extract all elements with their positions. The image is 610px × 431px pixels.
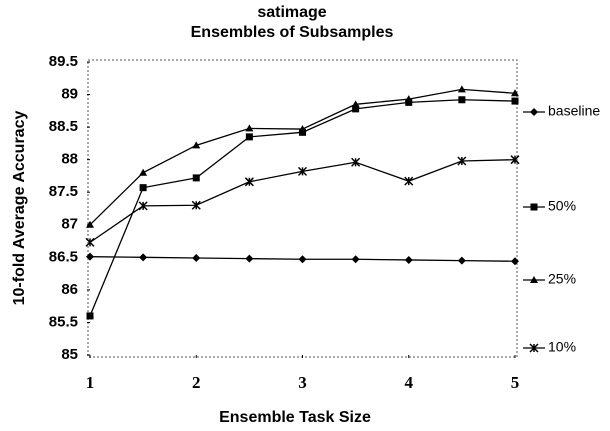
marker — [297, 166, 308, 176]
x-tick-label: 3 — [298, 373, 307, 392]
marker — [510, 155, 520, 165]
marker — [245, 133, 253, 141]
marker — [192, 141, 201, 149]
marker — [405, 98, 413, 106]
marker — [511, 89, 519, 97]
marker — [458, 96, 466, 104]
chart-subtitle: Ensembles of Subsamples — [191, 24, 394, 41]
marker — [351, 100, 360, 108]
plot-frame — [87, 59, 518, 358]
y-tick-label: 86 — [61, 281, 78, 298]
marker — [457, 85, 466, 93]
y-tick-label: 86.5 — [49, 248, 78, 265]
x-tick-label: 4 — [405, 373, 414, 392]
marker — [511, 97, 519, 105]
marker — [192, 253, 201, 262]
marker — [404, 176, 414, 186]
legend-label: 50% — [548, 198, 576, 214]
y-tick-label: 87.5 — [49, 183, 78, 200]
marker — [529, 343, 539, 353]
marker — [530, 203, 538, 211]
y-tick-label: 89 — [61, 86, 78, 103]
marker — [86, 312, 94, 320]
legend-label: baseline — [548, 103, 600, 119]
y-axis-title: 10-fold Average Accuracy — [11, 111, 28, 306]
marker — [139, 253, 148, 262]
series-line — [89, 88, 516, 226]
marker — [245, 124, 254, 132]
x-axis-title: Ensemble Task Size — [219, 409, 371, 426]
marker — [404, 255, 413, 264]
marker — [86, 252, 94, 261]
y-tick-label: 87 — [61, 216, 78, 233]
legend-label: 25% — [548, 271, 576, 287]
marker — [351, 157, 361, 167]
legend-label: 10% — [548, 339, 576, 355]
marker — [244, 177, 254, 187]
marker — [351, 255, 360, 264]
marker — [298, 125, 307, 133]
x-tick-label: 1 — [86, 373, 95, 392]
marker — [85, 237, 95, 247]
marker — [191, 200, 201, 210]
marker — [404, 95, 413, 103]
y-tick-label: 89.5 — [49, 53, 78, 70]
marker — [530, 108, 538, 116]
marker — [457, 256, 466, 265]
marker — [245, 254, 254, 263]
marker — [298, 255, 307, 264]
marker — [86, 220, 94, 228]
y-tick-label: 85 — [61, 346, 78, 363]
marker — [511, 257, 519, 266]
marker — [139, 184, 147, 192]
marker — [457, 156, 467, 166]
x-tick-label: 2 — [192, 373, 201, 392]
marker — [138, 201, 148, 211]
x-tick-label: 5 — [511, 373, 520, 392]
marker — [192, 174, 200, 182]
marker — [139, 168, 148, 176]
chart-title: satimage — [257, 4, 326, 21]
marker — [530, 276, 538, 283]
y-tick-label: 88 — [61, 151, 78, 168]
y-tick-label: 88.5 — [49, 118, 78, 135]
marker — [299, 128, 306, 136]
y-tick-label: 85.5 — [49, 313, 78, 330]
marker — [352, 105, 360, 113]
